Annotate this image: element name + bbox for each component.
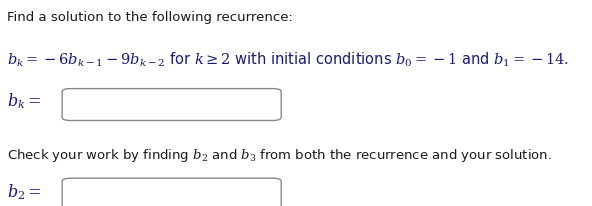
Text: Check your work by finding $b_2$ and $b_3$ from both the recurrence and your sol: Check your work by finding $b_2$ and $b_… <box>7 147 552 164</box>
FancyBboxPatch shape <box>62 89 281 121</box>
FancyBboxPatch shape <box>62 178 281 206</box>
Text: $b_2 =$: $b_2 =$ <box>7 182 41 202</box>
Text: $b_k =$: $b_k =$ <box>7 92 41 111</box>
Text: Find a solution to the following recurrence:: Find a solution to the following recurre… <box>7 11 293 24</box>
Text: $b_k = -6b_{k-1} - 9b_{k-2}$ for $k \geq 2$ with initial conditions $b_0 = -1$ a: $b_k = -6b_{k-1} - 9b_{k-2}$ for $k \geq… <box>7 50 569 69</box>
